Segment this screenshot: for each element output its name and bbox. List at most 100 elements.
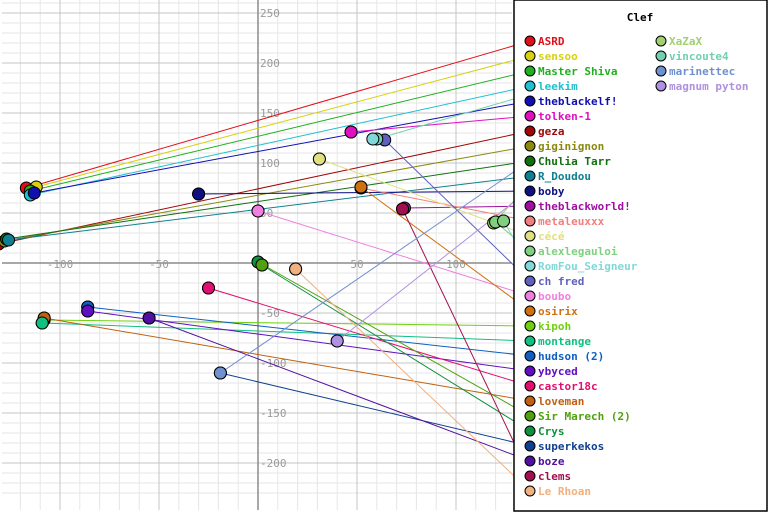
legend-marker <box>524 215 536 227</box>
leader-line <box>220 372 531 447</box>
legend-label: vincoute4 <box>669 50 729 63</box>
data-point <box>142 311 156 325</box>
y-tick-label: 250 <box>260 7 280 20</box>
legend-label: alexlegauloi <box>538 245 618 258</box>
legend-box <box>513 0 768 512</box>
legend-label: Crys <box>538 425 565 438</box>
legend-marker <box>524 125 536 137</box>
legend-marker <box>524 380 536 392</box>
leader-line <box>26 40 531 189</box>
legend-label: R_Doudou <box>538 170 591 183</box>
legend-label: theblackelf! <box>538 95 617 108</box>
y-tick-label: -150 <box>260 407 287 420</box>
legend-label: Sir Marech (2) <box>538 410 631 423</box>
legend-label: castor18c <box>538 380 598 393</box>
legend-label: montange <box>538 335 591 348</box>
leader-line <box>8 175 531 241</box>
data-point <box>2 233 16 247</box>
data-point <box>497 214 511 228</box>
legend-label: giginignon <box>538 140 604 153</box>
legend-marker <box>524 395 536 407</box>
legend-label: Le Rhoan <box>538 485 591 498</box>
x-tick-label: -100 <box>47 258 74 271</box>
legend-marker <box>524 155 536 167</box>
legend-label: ch fred <box>538 275 584 288</box>
legend-marker <box>524 485 536 497</box>
y-tick-label: -50 <box>260 307 280 320</box>
legend-marker <box>524 110 536 122</box>
legend-label: XaZaX <box>669 35 702 48</box>
legend-marker <box>524 470 536 482</box>
data-point <box>192 187 206 201</box>
legend-marker <box>524 440 536 452</box>
leader-line <box>402 208 531 477</box>
grid <box>2 0 512 510</box>
legend-marker <box>524 455 536 467</box>
leader-line <box>0 130 531 245</box>
data-point <box>81 304 95 318</box>
legend-label: tolken-1 <box>538 110 591 123</box>
leader-line <box>30 70 531 192</box>
legend-label: loveman <box>538 395 584 408</box>
leader-line <box>208 287 531 387</box>
data-point <box>251 204 265 218</box>
x-tick-label: 100 <box>446 258 466 271</box>
y-tick-label: 100 <box>260 157 280 170</box>
leader-line <box>87 306 531 357</box>
leader-line <box>257 261 531 417</box>
legend-label: sensoo <box>538 50 578 63</box>
data-points <box>0 125 511 380</box>
data-point <box>366 132 380 146</box>
legend-label: theblackworld! <box>538 200 631 213</box>
legend-label: superkekos <box>538 440 604 453</box>
legend-title: Clef <box>627 11 654 24</box>
leader-line <box>42 322 531 342</box>
data-point <box>289 262 303 276</box>
leader-line <box>44 319 531 327</box>
data-point <box>35 316 49 330</box>
leader-line <box>404 205 531 209</box>
leader-line <box>6 160 531 240</box>
legend-marker <box>524 200 536 212</box>
legend-marker <box>655 50 667 62</box>
data-point <box>312 152 326 166</box>
legend-marker <box>524 50 536 62</box>
legend-marker <box>655 80 667 92</box>
legend-marker <box>524 80 536 92</box>
legend-label: leekim <box>538 80 578 93</box>
legend-label: clems <box>538 470 571 483</box>
legend-marker <box>524 170 536 182</box>
data-point <box>213 366 227 380</box>
legend-marker <box>524 35 536 47</box>
legend-marker <box>524 95 536 107</box>
leader-line <box>44 317 531 402</box>
y-tick-label: -200 <box>260 457 287 470</box>
legend-marker <box>524 260 536 272</box>
legend-marker <box>524 245 536 257</box>
legend-label: osirix <box>538 305 578 318</box>
y-tick-label: 200 <box>260 57 280 70</box>
legend-marker <box>655 65 667 77</box>
legend-label: metaleuxxx <box>538 215 605 228</box>
legend-label: kipoh <box>538 320 571 333</box>
legend-label: cécé <box>538 230 565 243</box>
y-tick-label: 150 <box>260 107 280 120</box>
legend-marker <box>524 410 536 422</box>
legend-marker <box>524 65 536 77</box>
legend-marker <box>524 185 536 197</box>
data-point <box>396 202 410 216</box>
legend-marker <box>524 320 536 332</box>
legend-marker <box>524 365 536 377</box>
legend-marker <box>524 350 536 362</box>
leader-line <box>30 85 531 196</box>
x-tick-label: -50 <box>149 258 169 271</box>
data-point <box>202 281 215 295</box>
leader-line <box>36 55 531 188</box>
legend-marker <box>524 275 536 287</box>
legend-marker <box>524 425 536 437</box>
leader-line <box>360 186 531 312</box>
legend-label: Chulia Tarr <box>538 155 611 168</box>
data-point <box>27 186 41 200</box>
legend-marker <box>524 140 536 152</box>
